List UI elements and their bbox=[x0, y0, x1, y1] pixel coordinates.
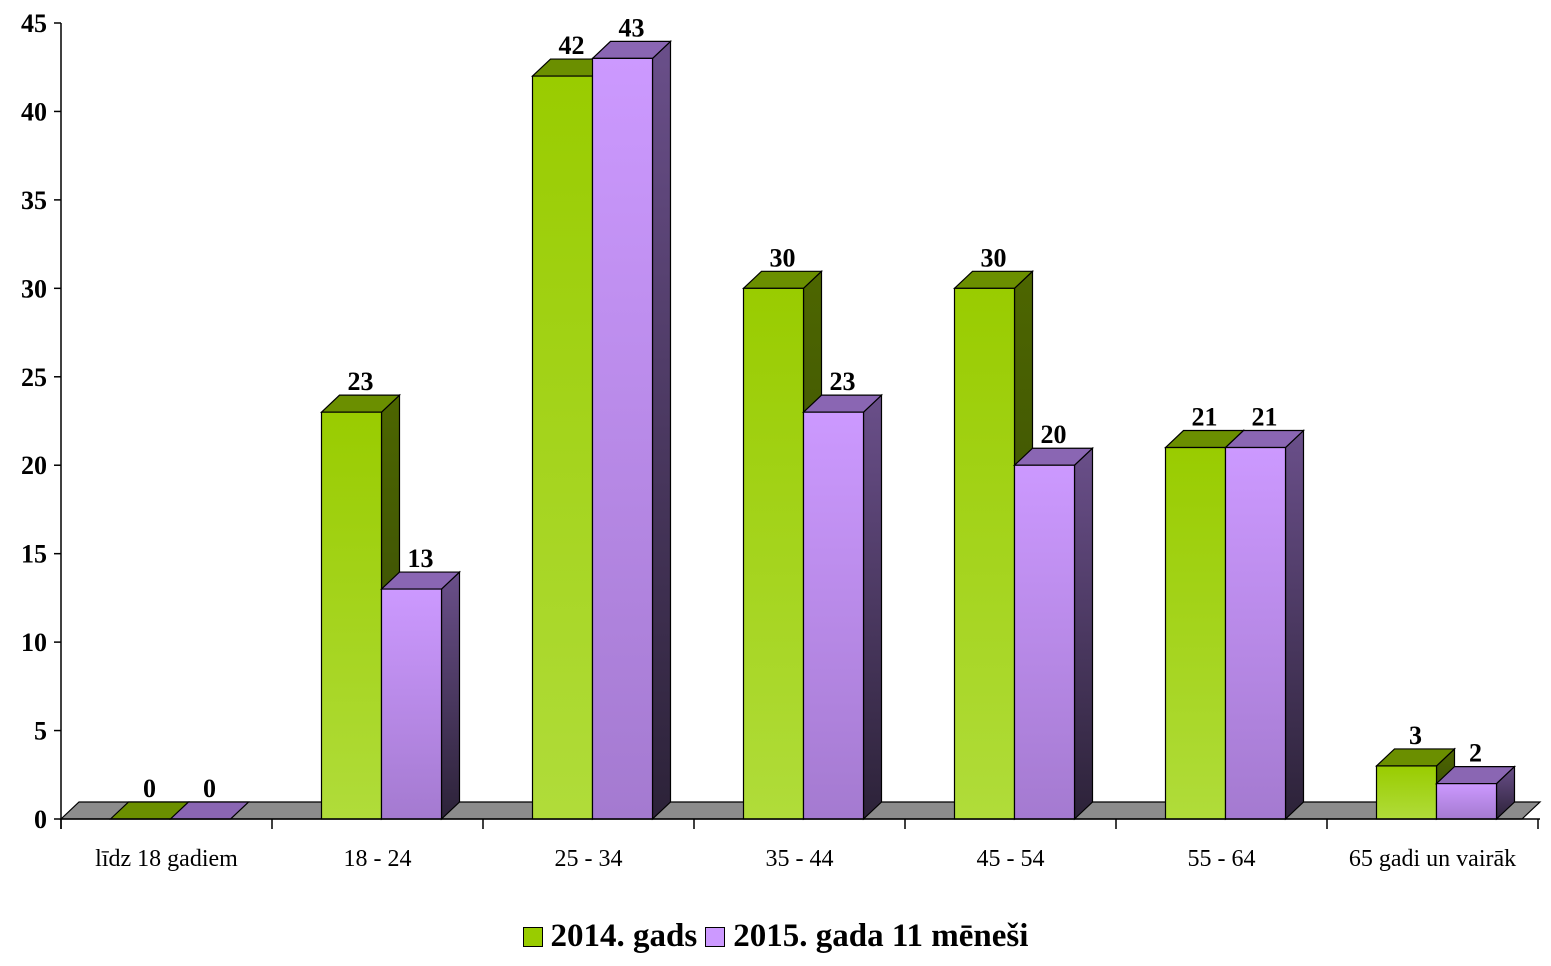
bar bbox=[379, 570, 462, 821]
bar bbox=[801, 393, 884, 821]
data-label: 42 bbox=[559, 31, 585, 60]
legend-item-series-2: 2015. gada 11 mēneši bbox=[705, 918, 1028, 955]
data-label: 2 bbox=[1469, 739, 1482, 768]
data-label: 23 bbox=[348, 367, 374, 396]
data-label: 43 bbox=[619, 13, 645, 42]
bar bbox=[1434, 765, 1517, 821]
y-tick-label: 40 bbox=[21, 97, 47, 126]
category-label: 55 - 64 bbox=[1188, 846, 1256, 872]
data-label: 21 bbox=[1192, 403, 1218, 432]
bar-front bbox=[1435, 783, 1498, 820]
data-label: 3 bbox=[1409, 721, 1422, 750]
data-label: 23 bbox=[830, 367, 856, 396]
data-label: 13 bbox=[408, 544, 434, 573]
y-tick-label: 10 bbox=[21, 628, 47, 657]
bar-front bbox=[591, 57, 654, 820]
data-label: 21 bbox=[1252, 403, 1278, 432]
value-axis: 0 5 10 15 20 25 30 35 40 45 bbox=[21, 9, 62, 834]
bar-front bbox=[1375, 765, 1438, 820]
y-tick-label: 5 bbox=[34, 717, 47, 746]
bar-side bbox=[1073, 446, 1094, 821]
legend-label-series-1: 2014. gads bbox=[550, 918, 698, 954]
bar-front bbox=[380, 588, 443, 820]
data-label: 0 bbox=[203, 774, 216, 803]
category-axis: līdz 18 gadiem 18 - 24 25 - 34 35 - 44 45 - … bbox=[60, 818, 1540, 872]
bar-front bbox=[742, 287, 805, 820]
category-label: 45 - 54 bbox=[977, 846, 1045, 872]
data-label: 30 bbox=[981, 243, 1007, 272]
data-label: 30 bbox=[770, 243, 796, 272]
y-tick-label: 25 bbox=[21, 363, 47, 392]
legend-label-series-2: 2015. gada 11 mēneši bbox=[733, 918, 1029, 954]
y-tick-label: 35 bbox=[21, 186, 47, 215]
y-tick-label: 20 bbox=[21, 451, 47, 480]
bar-front bbox=[531, 75, 594, 820]
bar bbox=[1012, 446, 1095, 821]
legend-item-series-1: 2014. gads bbox=[522, 918, 698, 955]
y-tick-label: 30 bbox=[21, 274, 47, 303]
bar bbox=[168, 801, 251, 820]
bar bbox=[590, 39, 673, 821]
bar-side bbox=[862, 393, 883, 821]
category-label: 35 - 44 bbox=[766, 846, 834, 872]
category-label: 18 - 24 bbox=[344, 846, 412, 872]
y-tick-label: 45 bbox=[21, 9, 47, 38]
category-label: 25 - 34 bbox=[555, 846, 623, 872]
data-labels: 0 0 23 13 42 43 30 23 30 20 21 21 3 2 bbox=[143, 13, 1482, 803]
bar-front bbox=[1224, 446, 1287, 820]
bar-side bbox=[1284, 429, 1305, 821]
bar-side bbox=[440, 570, 461, 821]
bars bbox=[108, 39, 1517, 821]
legend: 2014. gads 2015. gada 11 mēneši bbox=[0, 918, 1551, 955]
bar-front bbox=[802, 411, 865, 820]
bar-front bbox=[320, 411, 383, 820]
bar-side bbox=[651, 39, 672, 821]
data-label: 0 bbox=[143, 774, 156, 803]
category-label: līdz 18 gadiem bbox=[95, 846, 238, 872]
bar-front bbox=[1164, 446, 1227, 820]
bar bbox=[319, 393, 402, 821]
y-tick-label: 15 bbox=[21, 540, 47, 569]
bar-front bbox=[953, 287, 1016, 820]
category-label: 65 gadi un vairāk bbox=[1349, 846, 1516, 872]
y-tick-label: 0 bbox=[34, 805, 47, 834]
bar bbox=[1223, 429, 1306, 821]
legend-swatch-series-2 bbox=[705, 926, 726, 947]
data-label: 20 bbox=[1041, 420, 1067, 449]
legend-swatch-series-1 bbox=[522, 926, 543, 947]
bar-front bbox=[1013, 464, 1076, 820]
